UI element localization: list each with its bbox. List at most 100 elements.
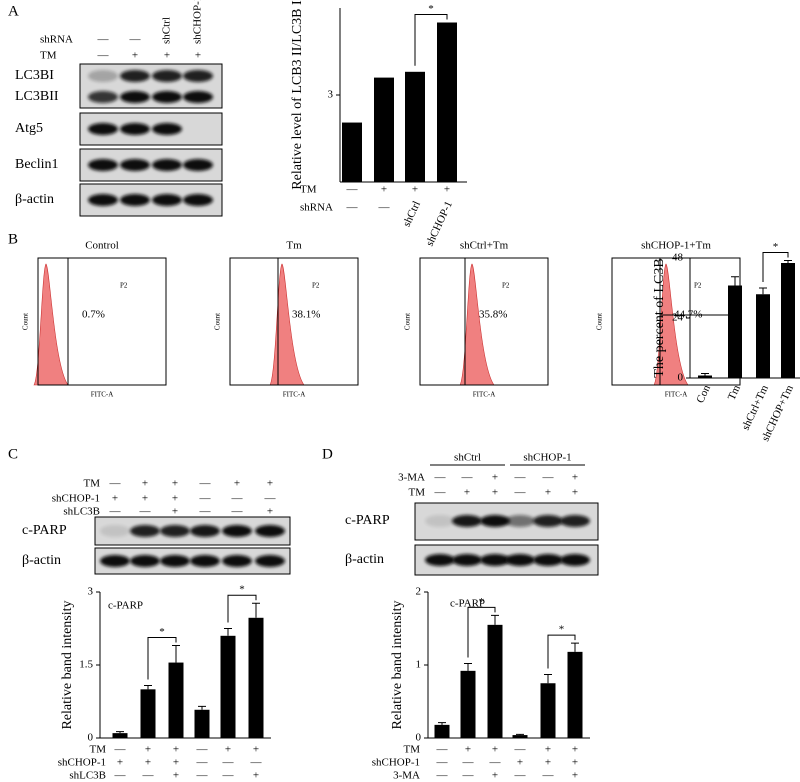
histogram [33, 263, 69, 386]
blot-band [130, 525, 160, 537]
condition-value: + [173, 757, 179, 769]
error-bar [759, 287, 767, 295]
condition-value: + [132, 50, 138, 62]
condition-value: — [264, 493, 277, 505]
y-tick-label: 0 [678, 372, 684, 384]
bar [194, 709, 210, 738]
error-bar [516, 733, 524, 736]
bar [756, 294, 770, 378]
significance-bracket [467, 606, 496, 658]
condition-value: — [434, 472, 447, 484]
blot-row-label: β-actin [15, 192, 54, 207]
condition-value: + [145, 757, 151, 769]
condition-value: — [222, 770, 235, 782]
y-tick-label: 3 [328, 89, 334, 101]
condition-value: + [164, 50, 170, 62]
condition-value: + [545, 757, 551, 769]
condition-value: — [436, 744, 449, 756]
condition-value: — [109, 478, 122, 490]
condition-name: shLC3B [63, 506, 100, 518]
condition-value: — [514, 744, 527, 756]
condition-value: + [173, 770, 179, 782]
error-bar [116, 731, 124, 734]
condition-value: — [222, 757, 235, 769]
condition-value: + [145, 744, 151, 756]
bar [781, 263, 795, 378]
condition-value: + [492, 770, 498, 782]
condition-value: + [142, 478, 148, 490]
condition-value: — [514, 487, 527, 499]
error-bar [252, 602, 260, 618]
flow-ylabel: Count [22, 313, 30, 330]
condition-value: + [492, 472, 498, 484]
blot-band [88, 70, 118, 82]
group-label: shCHOP-1 [523, 452, 571, 464]
blot-band [152, 159, 182, 171]
condition-value: + [142, 493, 148, 505]
bar [698, 375, 712, 378]
blot-row-label: c-PARP [22, 523, 67, 538]
flow-xlabel: FITC-A [665, 391, 688, 399]
bar [248, 617, 264, 738]
blot-band [120, 159, 150, 171]
condition-name: shRNA [300, 202, 333, 214]
error-bar [701, 373, 709, 376]
y-axis-label: The percent of LC3B [652, 258, 667, 377]
panel-letter: D [322, 446, 333, 462]
condition-name: TM [40, 50, 57, 62]
condition-value: + [492, 487, 498, 499]
condition-value: — [231, 493, 244, 505]
blot-band [452, 515, 482, 527]
blot-band [152, 194, 182, 206]
x-tick-label: Con [694, 383, 713, 405]
error-bar [464, 663, 472, 671]
blot-band [120, 70, 150, 82]
flow-title: shCHOP-1+Tm [641, 240, 711, 252]
bar [567, 651, 583, 738]
condition-value: + [117, 757, 123, 769]
condition-name: shLC3B [69, 770, 106, 782]
bar [342, 122, 362, 182]
condition-value: + [444, 184, 450, 196]
flow-frame [37, 257, 167, 386]
y-tick-label: 1 [416, 659, 422, 671]
blot-row-label: LC3BII [15, 89, 59, 104]
error-bar [172, 645, 180, 663]
condition-value: — [142, 770, 155, 782]
condition-value: shCHOP-1 [192, 0, 204, 44]
y-tick-label: 1.5 [79, 659, 93, 671]
blot-band [152, 91, 182, 103]
flow-xlabel: FITC-A [91, 391, 114, 399]
condition-value: — [542, 472, 555, 484]
significance-bracket [227, 594, 257, 623]
blot-band [480, 554, 510, 566]
error-bar [144, 684, 152, 690]
blot-band [505, 515, 535, 527]
condition-value: — [196, 757, 209, 769]
condition-value: shCHOP-1 [424, 199, 455, 248]
condition-value: + [492, 744, 498, 756]
significance-label: * [239, 584, 245, 596]
significance-label: * [479, 596, 485, 608]
error-bar [731, 276, 739, 286]
group-label: shCtrl [454, 452, 481, 464]
significance-bracket [414, 14, 448, 66]
blot-band [100, 525, 130, 537]
error-bar [438, 722, 446, 725]
bar [540, 683, 556, 738]
condition-value: + [172, 478, 178, 490]
condition-value: — [514, 770, 527, 782]
blot-band [222, 555, 252, 567]
condition-name: TM [404, 744, 421, 756]
blot-band [88, 159, 118, 171]
significance-bracket [547, 634, 576, 669]
gate-label: P2 [312, 282, 320, 290]
histogram [653, 263, 689, 386]
flow-title: shCtrl+Tm [460, 240, 509, 252]
blot-band [120, 91, 150, 103]
condition-value: + [225, 744, 231, 756]
condition-name: 3-MA [398, 472, 425, 484]
bar [437, 22, 457, 182]
flow-percent: 44.7% [674, 309, 702, 321]
panel-letter: C [8, 446, 18, 462]
